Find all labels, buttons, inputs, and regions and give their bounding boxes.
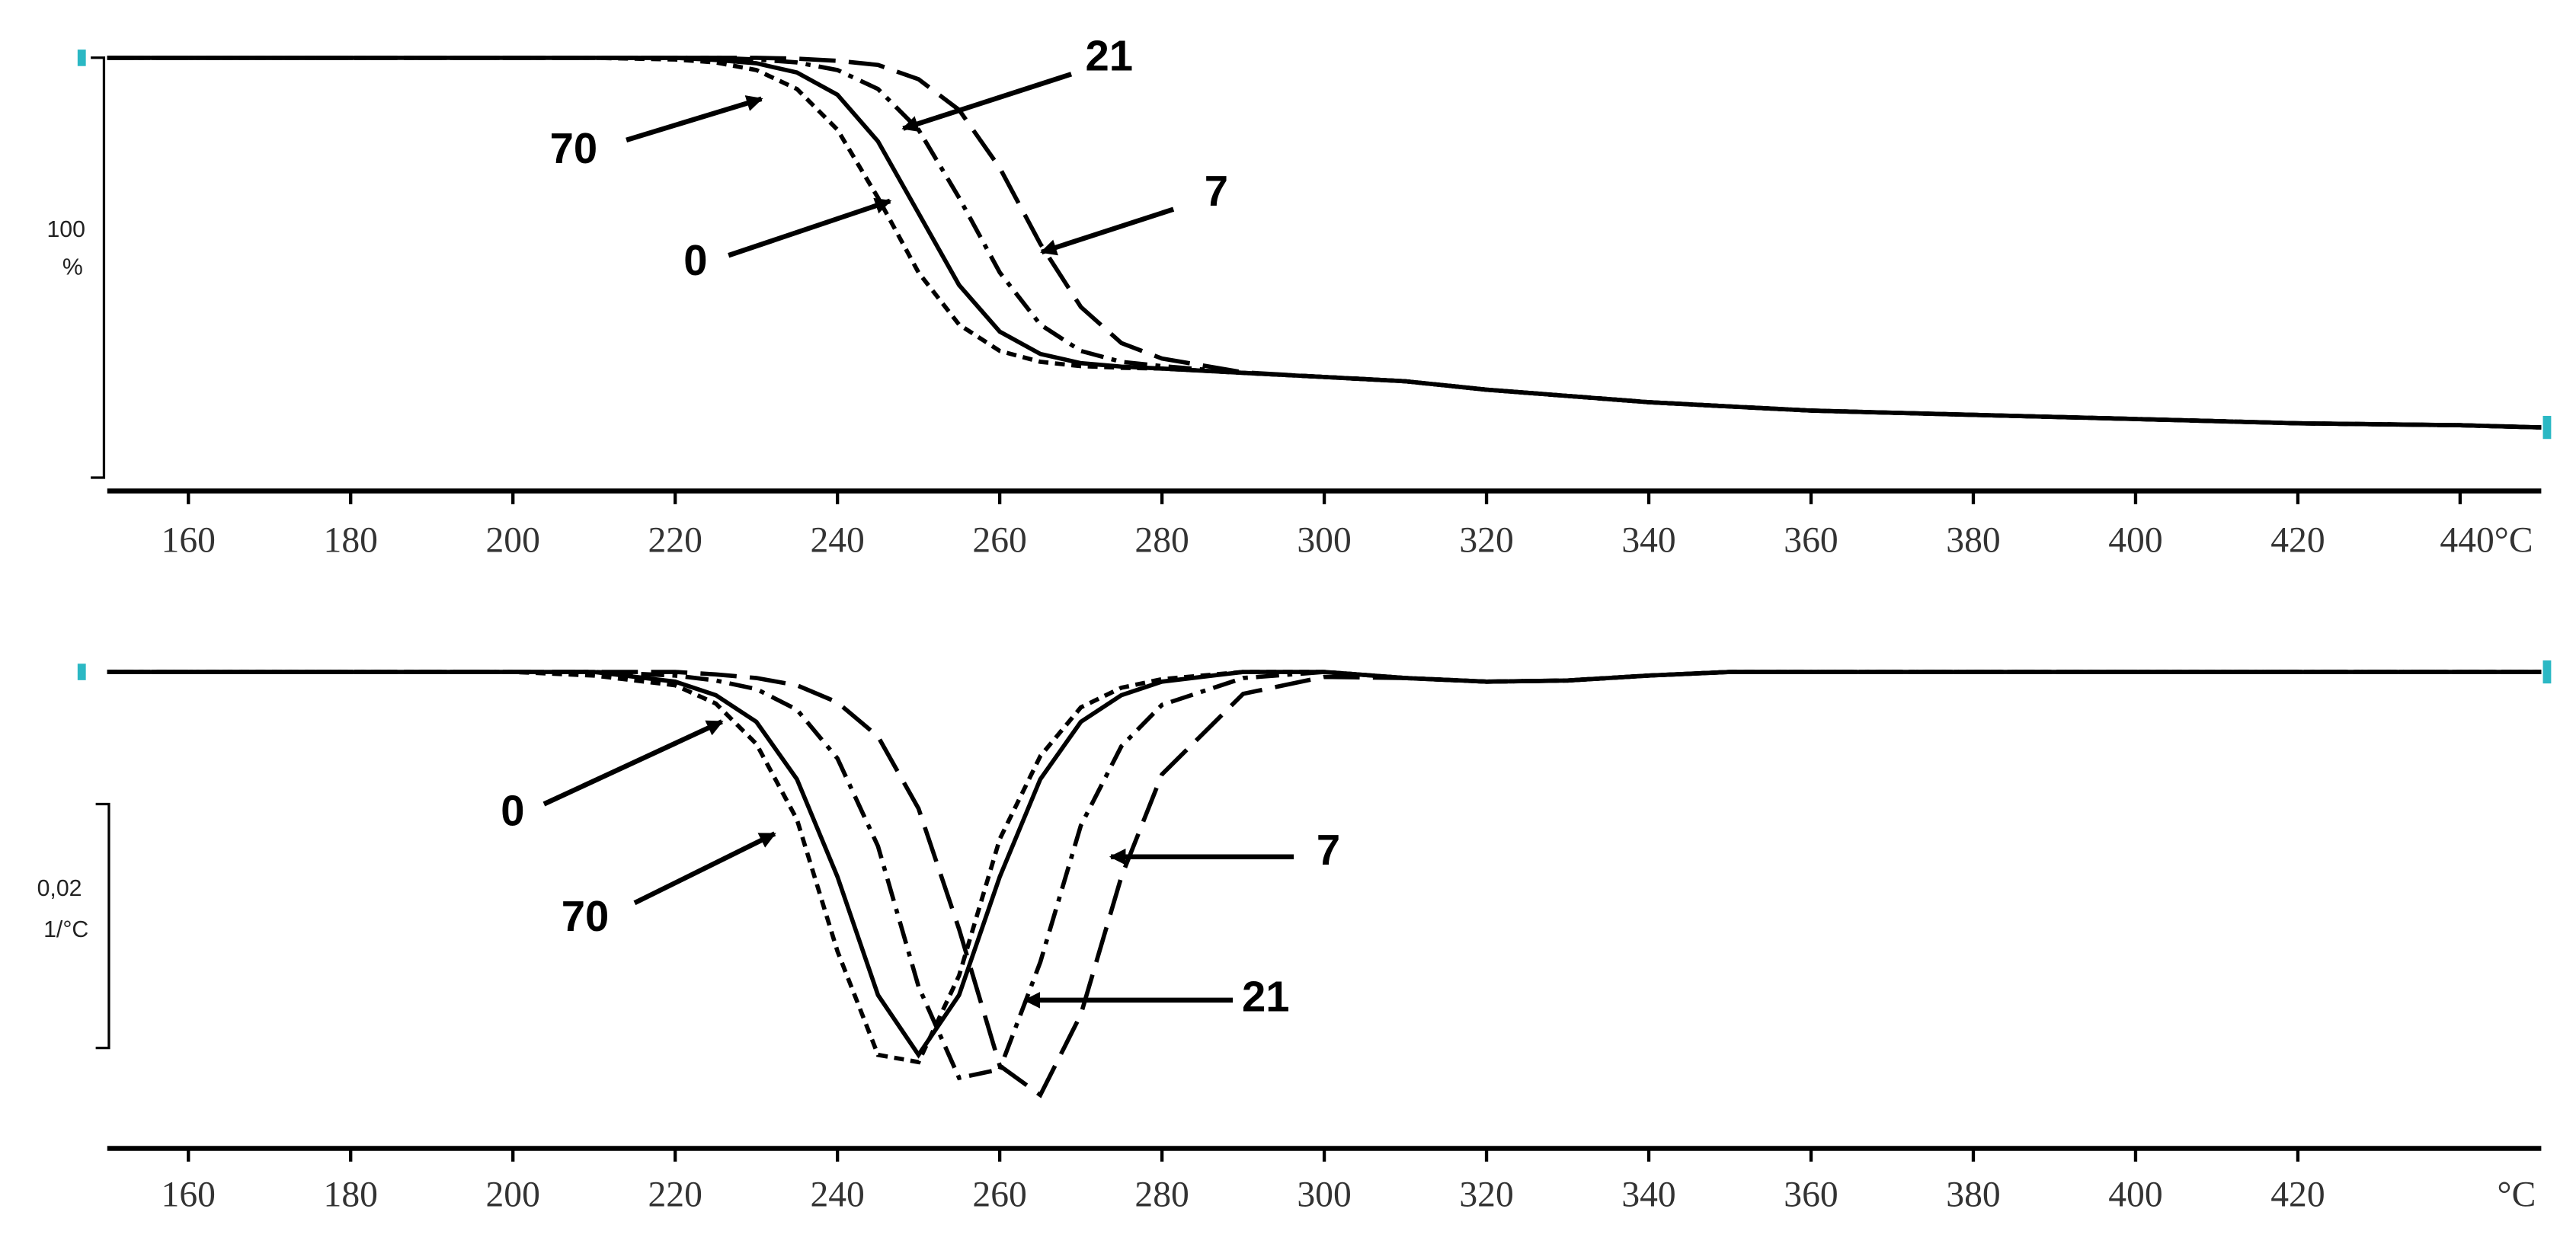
series-label: 7 [1205,167,1228,215]
x-tick-label: 180 [324,1175,378,1214]
x-tick-label: 400 [2108,521,2162,561]
end-marker [2542,660,2552,684]
scale-bar-unit: % [62,255,83,280]
x-tick-label: 200 [486,521,540,561]
x-tick-label: 280 [1134,1175,1189,1214]
series-line [107,670,2542,1098]
x-tick-label: 340 [1621,521,1675,561]
x-tick-label: 240 [810,521,864,561]
x-tick-label: 220 [648,1175,702,1214]
x-tick-label: 380 [1946,521,2000,561]
series-label: 21 [1242,973,1290,1021]
scale-bar-label: 0,02 [37,876,82,901]
series-label: 0 [501,786,524,834]
x-tick-label: 260 [972,1175,1026,1214]
series-label: 70 [562,892,610,940]
scale-bar-label: 100 [46,217,85,242]
series-line [107,56,2542,430]
x-tick-label: 240 [810,1175,864,1214]
series-arrow [542,719,724,807]
x-tick-label: 220 [648,521,702,561]
series-line [107,56,2542,430]
x-tick-label: 300 [1297,521,1351,561]
x-tick-label: 300 [1297,1175,1351,1214]
x-tick-label: 320 [1459,1175,1513,1214]
x-tick-label: 360 [1784,521,1838,561]
series-arrow [728,197,892,258]
series-line [107,56,2542,430]
x-tick-label: 320 [1459,521,1513,561]
start-marker [77,50,86,66]
end-marker [2542,415,2552,440]
scale-bar [95,802,110,1050]
x-tick-label: 360 [1784,1175,1838,1214]
x-tick-label: 420 [2270,1175,2325,1214]
series-label: 70 [550,124,598,172]
series-label: 7 [1317,826,1340,874]
x-tick-label: 160 [162,1175,216,1214]
x-tick-label: 340 [1621,1175,1675,1214]
series-arrow [901,72,1073,133]
start-marker [77,664,86,680]
x-tick-label: 160 [162,521,216,561]
x-tick-label: 420 [2270,521,2325,561]
series-arrow [626,95,763,142]
x-tick-label: 200 [486,1175,540,1214]
series-line [107,670,2542,1081]
x-tick-label: 180 [324,521,378,561]
x-tick-label: 280 [1134,521,1189,561]
x-tick-label: 440°C [2440,521,2533,561]
x-tick-label: 400 [2108,1175,2162,1214]
series-line [107,56,2542,430]
series-label: 21 [1086,32,1134,80]
x-tick-label: 380 [1946,1175,2000,1214]
scale-bar-unit: 1/°C [43,917,88,942]
scale-bar [91,56,106,479]
series-arrow [633,831,776,906]
series-arrow [1040,206,1175,256]
x-axis-label: °C [2498,1175,2536,1214]
series-label: 0 [683,236,707,284]
x-tick-label: 260 [972,521,1026,561]
